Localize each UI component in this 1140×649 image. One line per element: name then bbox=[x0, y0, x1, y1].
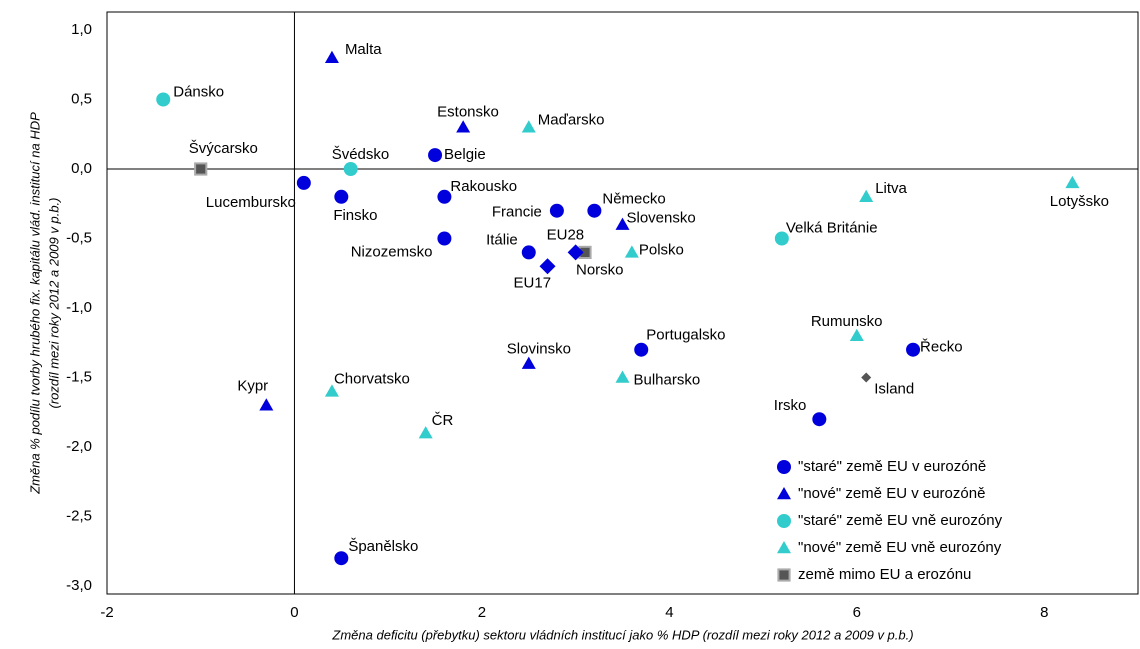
point-label: Maďarsko bbox=[538, 111, 605, 128]
point bbox=[324, 384, 339, 397]
point-label: Chorvatsko bbox=[334, 370, 410, 387]
y-tick-label: -0,5 bbox=[66, 229, 92, 246]
point bbox=[334, 189, 349, 204]
point bbox=[849, 328, 864, 342]
y-tick-label: -2,5 bbox=[66, 507, 92, 524]
point bbox=[567, 244, 584, 261]
point-label: Nizozemsko bbox=[351, 243, 433, 260]
point-label: Řecko bbox=[920, 339, 963, 356]
point bbox=[456, 120, 471, 133]
legend-label: země mimo EU a erozónu bbox=[798, 566, 971, 583]
point bbox=[521, 356, 536, 369]
point-label: Slovinsko bbox=[507, 341, 571, 358]
x-tick-label: 8 bbox=[1040, 604, 1048, 621]
legend-label: "nové" země EU v eurozóně bbox=[798, 485, 985, 502]
y-axis-label: Změna % podílu tvorby hrubého fix. kapit… bbox=[27, 112, 42, 495]
point bbox=[906, 342, 921, 357]
y-tick-label: 1,0 bbox=[71, 21, 92, 38]
point bbox=[156, 92, 171, 107]
point-label: Dánsko bbox=[173, 83, 224, 100]
y-tick-label: -1,0 bbox=[66, 299, 92, 316]
point bbox=[587, 203, 602, 218]
point bbox=[539, 258, 556, 275]
point bbox=[296, 175, 311, 190]
point bbox=[615, 217, 630, 230]
point bbox=[859, 189, 874, 203]
point bbox=[521, 245, 536, 260]
point-label: Belgie bbox=[444, 146, 486, 163]
y-tick-label: -2,0 bbox=[66, 438, 92, 455]
point-label: Polsko bbox=[639, 241, 684, 258]
point-label: Litva bbox=[875, 180, 907, 197]
point-label: Španělsko bbox=[348, 538, 418, 555]
legend-label: "staré" země EU v eurozóně bbox=[798, 458, 986, 475]
point bbox=[774, 231, 789, 246]
point bbox=[812, 412, 827, 427]
point bbox=[194, 162, 208, 176]
plot-frame bbox=[106, 11, 1139, 595]
x-tick-label: 4 bbox=[665, 604, 673, 621]
x-tick-label: 2 bbox=[478, 604, 486, 621]
point bbox=[615, 370, 630, 383]
point-label: Bulharsko bbox=[634, 371, 701, 388]
point-label: Francie bbox=[492, 204, 542, 221]
point-label: Německo bbox=[602, 191, 665, 208]
point-label: Rakousko bbox=[450, 178, 517, 195]
y-tick-label: 0,0 bbox=[71, 160, 92, 177]
point bbox=[334, 551, 349, 566]
y-tick-label: -3,0 bbox=[66, 577, 92, 594]
point-label: Finsko bbox=[333, 207, 377, 224]
point bbox=[418, 426, 433, 439]
x-tick-label: -2 bbox=[100, 604, 113, 621]
point bbox=[1065, 175, 1080, 189]
point bbox=[861, 372, 872, 383]
legend-label: "staré" země EU vně eurozóny bbox=[798, 512, 1003, 529]
point-label: Portugalsko bbox=[646, 327, 725, 344]
point-label: Irsko bbox=[774, 397, 807, 414]
point bbox=[259, 398, 274, 411]
point-label: Lucembursko bbox=[206, 194, 296, 211]
y-tick-label: -1,5 bbox=[66, 368, 92, 385]
point bbox=[437, 189, 452, 204]
point bbox=[343, 162, 358, 176]
point-label: Malta bbox=[345, 41, 382, 58]
x-tick-label: 6 bbox=[853, 604, 861, 621]
point-label: Slovensko bbox=[627, 210, 696, 227]
point bbox=[549, 203, 564, 218]
point-label: Rumunsko bbox=[811, 313, 883, 330]
point-label: Itálie bbox=[486, 231, 518, 248]
point bbox=[437, 231, 452, 246]
legend-label: "nové" země EU vně eurozóny bbox=[798, 539, 1002, 556]
x-axis-label: Změna deficitu (přebytku) sektoru vládní… bbox=[331, 627, 913, 642]
legend-marker bbox=[777, 487, 791, 500]
legend-marker bbox=[777, 460, 791, 474]
point-label: Švýcarsko bbox=[189, 140, 258, 157]
point-label: EU17 bbox=[514, 274, 552, 291]
legend-marker bbox=[777, 568, 791, 582]
point-label: Norsko bbox=[576, 261, 624, 278]
x-tick-label: 0 bbox=[290, 604, 298, 621]
point-label: Estonsko bbox=[437, 103, 499, 120]
point bbox=[324, 50, 339, 64]
y-axis-label: (rozdíl mezi roky 2012 a 2009 v p.b.) bbox=[46, 198, 61, 409]
point bbox=[428, 148, 443, 163]
y-tick-label: 0,5 bbox=[71, 90, 92, 107]
point-label: Island bbox=[874, 380, 914, 397]
legend-marker bbox=[777, 541, 791, 554]
point-label: ČR bbox=[432, 412, 454, 429]
point-label: EU28 bbox=[547, 226, 585, 243]
point bbox=[521, 120, 536, 133]
point-label: Švédsko bbox=[332, 146, 390, 163]
legend-marker bbox=[777, 514, 791, 528]
point bbox=[624, 245, 639, 258]
point-label: Lotyšsko bbox=[1050, 193, 1109, 210]
point-label: Velká Británie bbox=[786, 219, 878, 236]
point-label: Kypr bbox=[237, 377, 268, 394]
point bbox=[634, 342, 649, 357]
